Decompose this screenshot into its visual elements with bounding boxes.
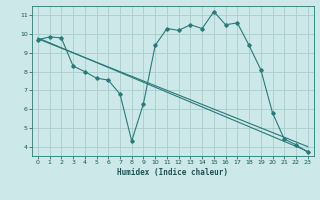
X-axis label: Humidex (Indice chaleur): Humidex (Indice chaleur) [117,168,228,177]
